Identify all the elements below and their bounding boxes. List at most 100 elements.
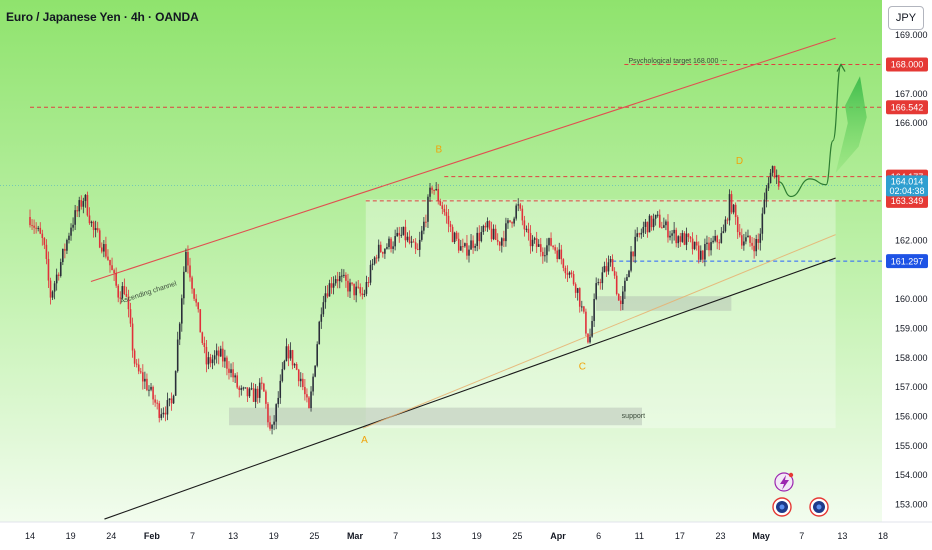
candle-body <box>498 241 501 246</box>
candle-body <box>570 272 573 275</box>
candle-body <box>92 221 95 231</box>
alert-icon[interactable] <box>774 472 794 492</box>
price-label-text: 168.000 <box>891 60 924 70</box>
support-label: support <box>622 413 645 420</box>
candle-body <box>178 323 181 340</box>
candle-body <box>129 309 132 324</box>
candle-body <box>734 204 737 218</box>
candle-body <box>515 205 517 219</box>
candle-body <box>283 361 286 370</box>
candle-body <box>773 166 776 178</box>
candle-body <box>412 241 415 243</box>
candle-body <box>291 350 294 366</box>
candle-body <box>505 223 507 242</box>
candle-body <box>439 201 442 206</box>
current-price-value: 164.014 <box>891 176 924 186</box>
x-tick-label: Apr <box>550 531 566 541</box>
candle-body <box>240 388 243 391</box>
candle-body <box>755 239 757 252</box>
candle-body <box>203 342 206 347</box>
channel-lower-line <box>104 257 836 520</box>
candle-body <box>619 300 622 305</box>
candle-body <box>369 264 372 283</box>
candle-body <box>741 235 743 246</box>
candle-body <box>244 387 247 389</box>
candle-body <box>205 346 208 365</box>
candle-body <box>527 228 530 233</box>
currency-button[interactable]: JPY <box>888 6 924 30</box>
candle-body <box>94 228 97 231</box>
y-tick-label: 166.000 <box>895 118 928 128</box>
candle-body <box>630 251 632 271</box>
candle-body <box>615 275 618 295</box>
candle-body <box>168 398 171 401</box>
candle-body <box>484 225 487 228</box>
candle-body <box>595 283 597 299</box>
candle-body <box>271 424 273 429</box>
candle-body <box>457 238 460 251</box>
candle-body <box>726 219 729 221</box>
candle-body <box>578 288 581 307</box>
candle-body <box>330 283 333 288</box>
candle-body <box>392 246 394 249</box>
candle-body <box>490 228 493 240</box>
price-label-text: 166.542 <box>891 102 924 112</box>
x-tick-label: 25 <box>309 531 319 541</box>
candle-body <box>76 210 78 212</box>
candle-body <box>585 311 587 334</box>
candle-body <box>107 256 109 260</box>
candle-body <box>771 166 774 173</box>
candle-body <box>343 274 345 276</box>
candle-body <box>263 383 265 392</box>
candle-body <box>404 226 407 241</box>
x-tick-label: Feb <box>144 531 161 541</box>
candle-body <box>521 208 524 221</box>
candle-body <box>429 187 431 197</box>
x-tick-label: 14 <box>25 531 35 541</box>
candle-body <box>183 271 185 299</box>
candle-body <box>121 286 124 299</box>
candle-body <box>642 226 645 233</box>
candle-body <box>236 375 238 388</box>
candle-body <box>658 214 661 228</box>
candle-body <box>265 391 267 404</box>
candle-body <box>78 200 81 212</box>
candle-body <box>624 280 626 292</box>
candle-body <box>712 240 714 243</box>
candle-body <box>142 372 144 382</box>
y-tick-label: 167.000 <box>895 89 928 99</box>
economic-event-icon[interactable] <box>772 497 792 517</box>
projection-arrowhead <box>836 63 846 72</box>
candle-body <box>445 212 448 216</box>
candle-body <box>234 375 236 378</box>
candle-body <box>322 302 325 315</box>
candle-body <box>29 217 31 226</box>
candle-body <box>556 250 558 259</box>
candle-body <box>722 231 725 234</box>
candle-body <box>720 233 723 243</box>
candle-body <box>749 235 751 243</box>
candle-body <box>90 221 93 224</box>
candle-body <box>410 241 413 243</box>
candle-body <box>176 339 179 372</box>
candle-body <box>336 279 339 282</box>
candle-body <box>503 238 505 242</box>
price-label <box>886 57 928 72</box>
candle-body <box>226 357 228 369</box>
candle-body <box>406 236 409 241</box>
candle-body <box>677 236 680 244</box>
candle-body <box>617 294 620 301</box>
candle-body <box>591 321 593 337</box>
candle-body <box>51 291 54 298</box>
candle-body <box>70 227 72 236</box>
candle-body <box>609 258 612 263</box>
candle-body <box>702 250 704 260</box>
candle-body <box>355 286 357 296</box>
candle-body <box>219 348 222 357</box>
candle-body <box>544 255 546 257</box>
channel-mid-line <box>362 234 836 429</box>
candle-body <box>560 249 563 260</box>
economic-event-icon[interactable] <box>809 497 829 517</box>
candle-body <box>59 262 62 276</box>
